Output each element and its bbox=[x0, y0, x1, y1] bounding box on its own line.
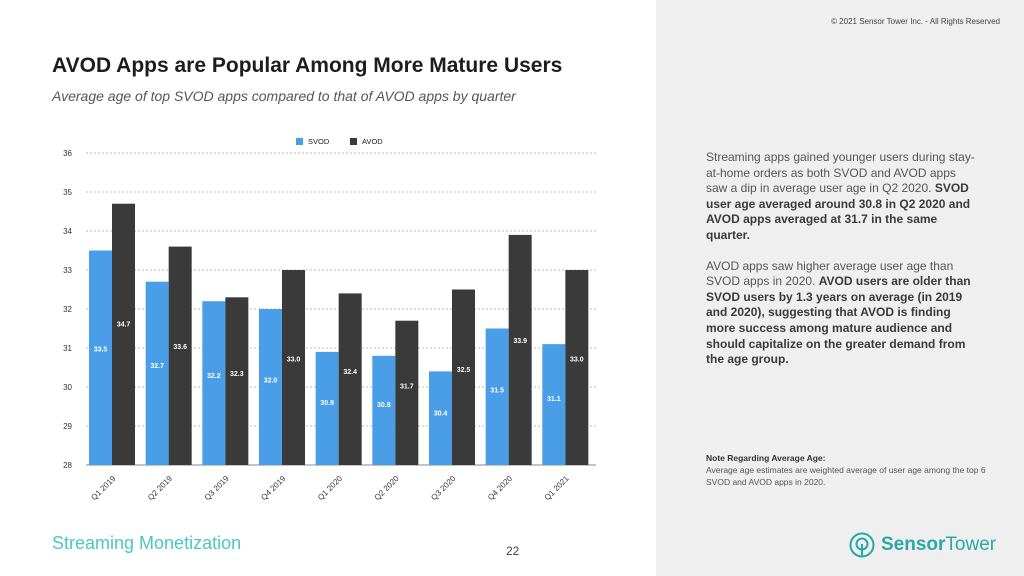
section-title: Streaming Monetization bbox=[52, 533, 242, 553]
description-paragraph-2: AVOD apps saw higher average user age th… bbox=[706, 259, 976, 368]
note-text: Average age estimates are weighted avera… bbox=[706, 465, 986, 487]
y-tick-label: 29 bbox=[63, 422, 72, 431]
legend-swatch-avod bbox=[350, 138, 357, 145]
x-tick-label: Q4 2019 bbox=[259, 474, 287, 502]
bar-svod bbox=[542, 344, 566, 465]
data-label-avod: 33.0 bbox=[570, 357, 584, 364]
data-label-svod: 31.5 bbox=[490, 388, 504, 395]
x-tick-label: Q1 2019 bbox=[89, 474, 117, 502]
data-label-avod: 33.0 bbox=[287, 357, 301, 364]
data-label-svod: 30.4 bbox=[434, 410, 448, 417]
data-label-svod: 30.9 bbox=[320, 400, 334, 407]
data-label-avod: 32.3 bbox=[230, 371, 244, 378]
x-tick-label: Q1 2021 bbox=[543, 474, 571, 502]
bar-svod bbox=[259, 309, 282, 465]
data-label-svod: 33.5 bbox=[94, 346, 108, 353]
legend-label-avod: AVOD bbox=[362, 137, 383, 146]
legend-label-svod: SVOD bbox=[308, 137, 330, 146]
bar-svod bbox=[429, 371, 452, 465]
bar-avod bbox=[225, 297, 249, 465]
bar-avod bbox=[508, 234, 532, 465]
x-tick-label: Q2 2020 bbox=[373, 474, 401, 502]
bar-avod bbox=[395, 320, 419, 465]
bar-svod bbox=[485, 328, 509, 465]
description-p2-bold: AVOD users are older than SVOD users by … bbox=[706, 274, 971, 367]
y-tick-label: 30 bbox=[63, 383, 72, 392]
data-label-svod: 32.7 bbox=[150, 363, 164, 370]
description-p2-plain: AVOD apps saw higher average user age th… bbox=[706, 258, 954, 289]
bar-chart: 28 29 30 31 32 33 34 35 36 33.5 34.7 Q1 2019 32.7 33.… bbox=[63, 137, 596, 502]
bar-avod bbox=[338, 293, 362, 465]
side-panel bbox=[656, 0, 1024, 576]
data-label-svod: 32.0 bbox=[264, 377, 278, 384]
legend-swatch-svod bbox=[296, 138, 303, 145]
description: Streaming apps gained younger users duri… bbox=[706, 150, 976, 383]
x-tick-label: Q4 2020 bbox=[486, 474, 514, 502]
description-paragraph-1: Streaming apps gained younger users duri… bbox=[706, 150, 976, 244]
x-tick-label: Q2 2019 bbox=[146, 474, 174, 502]
bar-avod bbox=[112, 203, 135, 465]
copyright-text: © 2021 Sensor Tower Inc. - All Rights Re… bbox=[831, 17, 1000, 26]
sensor-tower-logo: SensorTower bbox=[849, 530, 996, 560]
data-label-svod: 32.2 bbox=[207, 373, 221, 380]
x-tick-label: Q3 2020 bbox=[429, 474, 457, 502]
sensor-tower-logo-text: SensorTower bbox=[881, 534, 997, 555]
bar-avod bbox=[565, 270, 589, 465]
note-title: Note Regarding Average Age: bbox=[706, 453, 826, 463]
bar-svod bbox=[145, 281, 169, 465]
data-label-svod: 30.8 bbox=[377, 402, 391, 409]
page-subtitle: Average age of top SVOD apps compared to… bbox=[52, 88, 516, 104]
data-label-avod: 32.5 bbox=[457, 367, 471, 374]
y-tick-label: 34 bbox=[63, 227, 72, 236]
data-label-avod: 31.7 bbox=[400, 384, 414, 391]
bar-avod bbox=[452, 289, 475, 465]
bar-svod bbox=[372, 355, 396, 465]
bar-avod bbox=[282, 270, 305, 465]
y-tick-label: 31 bbox=[63, 344, 72, 353]
bar-svod bbox=[89, 250, 112, 465]
x-tick-label: Q1 2020 bbox=[316, 474, 344, 502]
note-block: Note Regarding Average Age: Average age … bbox=[706, 452, 996, 488]
data-label-avod: 32.4 bbox=[343, 369, 357, 376]
bar-svod bbox=[315, 351, 339, 465]
page-number: 22 bbox=[506, 544, 520, 558]
y-tick-label: 28 bbox=[63, 461, 72, 470]
sensor-tower-logo-icon bbox=[849, 532, 875, 558]
y-tick-label: 32 bbox=[63, 305, 72, 314]
y-tick-label: 35 bbox=[63, 188, 72, 197]
data-label-avod: 34.7 bbox=[117, 322, 131, 329]
x-tick-label: Q3 2019 bbox=[203, 474, 231, 502]
description-p1-plain: Streaming apps gained younger users duri… bbox=[706, 150, 975, 196]
page-title: AVOD Apps are Popular Among More Mature … bbox=[52, 54, 563, 77]
bar-avod bbox=[168, 246, 192, 465]
y-tick-label: 33 bbox=[63, 266, 72, 275]
y-tick-label: 36 bbox=[63, 149, 72, 158]
bar-svod bbox=[202, 301, 226, 465]
description-p1-bold: SVOD user age averaged around 30.8 in Q2… bbox=[706, 181, 971, 242]
data-label-avod: 33.6 bbox=[173, 344, 187, 351]
data-label-svod: 31.1 bbox=[547, 396, 561, 403]
data-label-avod: 33.9 bbox=[513, 338, 527, 345]
